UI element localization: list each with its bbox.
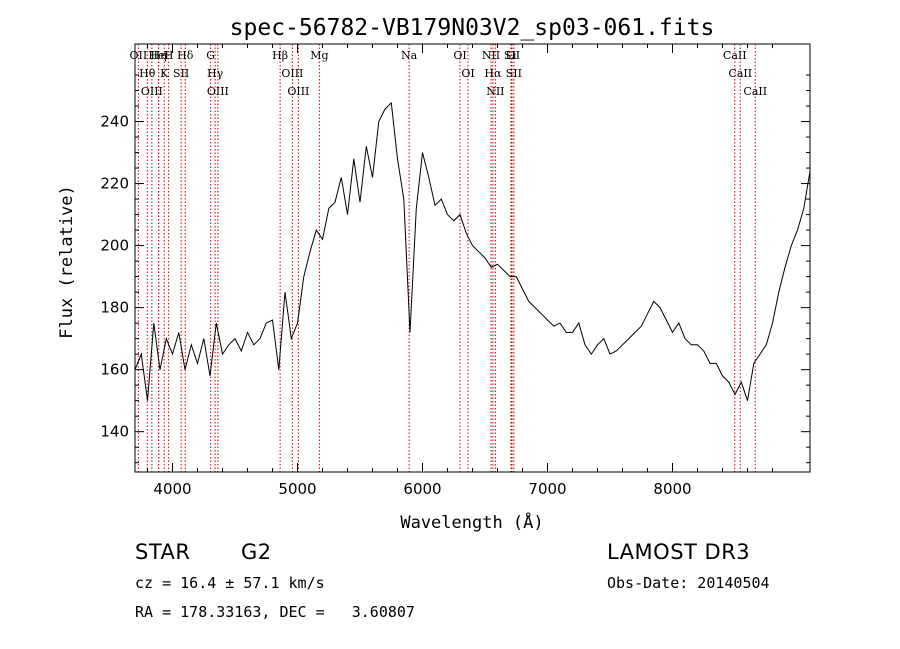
line-label: OIII — [287, 85, 309, 98]
line-label: OIII — [207, 85, 229, 98]
y-tick-label: 140 — [100, 423, 129, 441]
line-label: CaII — [723, 49, 747, 62]
line-label: NII — [486, 85, 504, 98]
line-label: Hβ — [272, 49, 288, 62]
line-label: SII — [173, 67, 189, 80]
line-label: Hγ — [207, 67, 224, 80]
line-label: OI — [453, 49, 466, 62]
line-label: K — [160, 67, 169, 80]
line-label: SII — [504, 49, 520, 62]
line-label: Li — [506, 49, 517, 62]
line-label: Hδ — [177, 49, 194, 62]
line-label: SII — [506, 67, 522, 80]
y-tick-label: 220 — [100, 175, 129, 193]
coordinates-text: RA = 178.33163, DEC = 3.60807 — [135, 603, 415, 621]
y-tick-label: 200 — [100, 237, 129, 255]
line-label: OIII — [281, 67, 303, 80]
obs-date-text: Obs-Date: 20140504 — [607, 574, 770, 592]
line-label: NII — [482, 49, 500, 62]
redshift-text: cz = 16.4 ± 57.1 km/s — [135, 574, 325, 592]
plot-frame — [134, 43, 811, 473]
flux-series-line — [134, 101, 811, 401]
y-tick-label: 240 — [100, 113, 129, 131]
line-label: CaII — [728, 67, 752, 80]
x-tick-label: 6000 — [403, 480, 441, 498]
spectral-line-markers — [137, 44, 756, 472]
object-subclass: G2 — [241, 540, 272, 564]
line-label: Na — [401, 49, 418, 62]
x-axis-label: Wavelength (Å) — [400, 511, 543, 533]
y-axis-label: Flux (relative) — [57, 185, 77, 339]
x-axis-ticks: 4000 5000 6000 7000 8000 — [147, 44, 773, 498]
line-label: G — [206, 49, 215, 62]
line-label: HeI — [148, 49, 168, 62]
survey-name: LAMOST DR3 — [607, 540, 751, 564]
line-label: OII — [130, 49, 148, 62]
y-tick-label: 160 — [100, 361, 129, 379]
x-tick-label: 4000 — [153, 480, 191, 498]
object-class: STAR — [135, 540, 191, 564]
x-tick-label: 8000 — [653, 480, 691, 498]
y-axis-ticks: 140 160 180 200 220 240 — [100, 74, 810, 464]
line-label: OIII — [141, 85, 163, 98]
line-label: CaII — [743, 85, 767, 98]
line-label: Hθ — [139, 67, 156, 80]
line-label: OI — [461, 67, 474, 80]
line-label: Hα — [484, 67, 502, 80]
line-label: Hη — [151, 49, 167, 62]
x-tick-label: 7000 — [528, 480, 566, 498]
y-tick-label: 180 — [100, 299, 129, 317]
line-label: H — [164, 49, 174, 62]
line-label: Mg — [310, 49, 328, 62]
x-tick-label: 5000 — [278, 480, 316, 498]
chart-title: spec-56782-VB179N03V2_sp03-061.fits — [230, 15, 715, 41]
